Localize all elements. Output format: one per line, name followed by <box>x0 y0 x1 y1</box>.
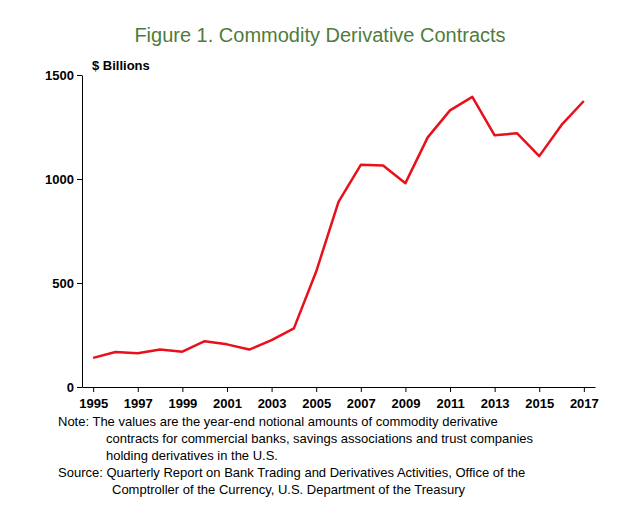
x-tick-label: 2003 <box>258 396 287 411</box>
x-tick-mark <box>316 387 317 392</box>
y-tick-mark <box>77 75 82 76</box>
chart: Figure 1. Commodity Derivative Contracts… <box>0 0 640 512</box>
x-tick: 1997 <box>124 387 153 411</box>
x-tick-mark <box>450 387 451 392</box>
note-line: Note: The values are the year-end notion… <box>58 414 498 429</box>
x-tick: 2015 <box>525 387 554 411</box>
x-tick-mark <box>93 387 94 392</box>
x-tick-mark <box>272 387 273 392</box>
series-line <box>93 97 584 358</box>
x-axis: 1995 1997 1999 2001 2003 2005 2007 2009 2011 2013… <box>79 387 599 411</box>
x-tick: 2005 <box>302 387 331 411</box>
x-tick: 1995 <box>79 387 108 411</box>
notes: Note: The values are the year-end notion… <box>58 414 534 497</box>
y-tick-mark <box>77 387 82 388</box>
y-axis: 0 500 1000 1500 <box>45 68 82 395</box>
x-tick: 2003 <box>258 387 287 411</box>
x-tick-label: 2007 <box>347 396 376 411</box>
y-axis-label: $ Billions <box>92 58 150 73</box>
x-tick-label: 2013 <box>481 396 510 411</box>
x-tick: 2001 <box>213 387 242 411</box>
y-tick-mark <box>77 283 82 284</box>
note-line: holding derivatives in the U.S. <box>106 448 278 463</box>
x-tick-label: 1997 <box>124 396 153 411</box>
y-tick: 1500 <box>45 68 82 83</box>
y-tick-label: 500 <box>52 276 74 291</box>
x-tick-mark <box>227 387 228 392</box>
x-tick: 2011 <box>436 387 464 411</box>
x-tick-mark <box>138 387 139 392</box>
y-tick-label: 1000 <box>45 172 74 187</box>
x-tick: 2013 <box>481 387 510 411</box>
x-tick-mark <box>361 387 362 392</box>
x-tick: 2017 <box>570 387 599 411</box>
source-line: Source: Quarterly Report on Bank Trading… <box>58 465 525 480</box>
x-tick-label: 2005 <box>302 396 331 411</box>
x-axis-line <box>83 387 596 388</box>
x-tick-mark <box>495 387 496 392</box>
x-tick: 2007 <box>347 387 376 411</box>
source-line: Comptroller of the Currency, U.S. Depart… <box>112 482 466 497</box>
plot-area <box>93 97 584 358</box>
y-tick-label: 1500 <box>45 68 74 83</box>
x-tick-label: 2015 <box>525 396 554 411</box>
y-tick-mark <box>77 179 82 180</box>
y-axis-line <box>82 76 83 388</box>
x-tick-mark <box>584 387 585 392</box>
x-tick-label: 2001 <box>213 396 242 411</box>
y-tick: 500 <box>52 276 82 291</box>
y-tick: 0 <box>67 380 82 395</box>
x-tick-mark <box>182 387 183 392</box>
x-tick-label: 2017 <box>570 396 599 411</box>
x-tick-label: 1995 <box>79 396 108 411</box>
x-tick: 2009 <box>391 387 420 411</box>
x-tick-label: 1999 <box>168 396 197 411</box>
x-tick-mark <box>539 387 540 392</box>
note-line: contracts for commercial banks, savings … <box>106 431 534 446</box>
x-tick-mark <box>405 387 406 392</box>
x-tick-label: 2011 <box>436 396 464 411</box>
title: Figure 1. Commodity Derivative Contracts <box>134 24 505 46</box>
x-tick: 1999 <box>168 387 197 411</box>
x-tick-label: 2009 <box>391 396 420 411</box>
y-tick: 1000 <box>45 172 82 187</box>
y-tick-label: 0 <box>67 380 74 395</box>
